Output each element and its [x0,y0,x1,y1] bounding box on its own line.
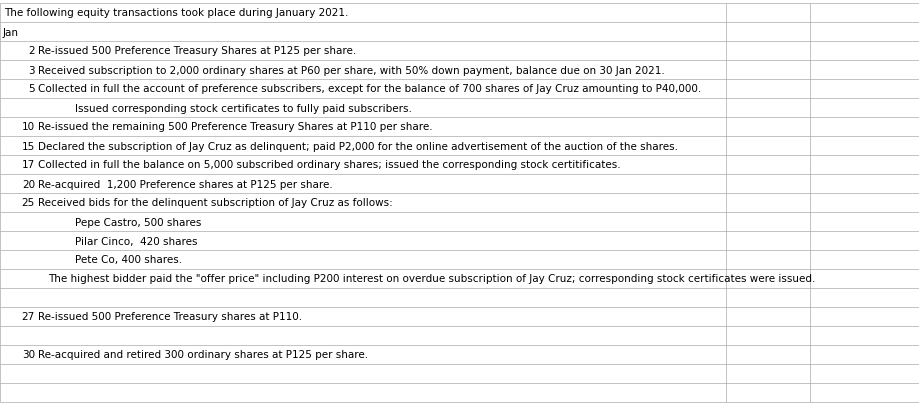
Text: 3: 3 [28,65,35,75]
Text: Re-issued the remaining 500 Preference Treasury Shares at P110 per share.: Re-issued the remaining 500 Preference T… [38,122,433,132]
Text: Re-acquired and retired 300 ordinary shares at P125 per share.: Re-acquired and retired 300 ordinary sha… [38,350,369,360]
Text: Declared the subscription of Jay Cruz as delinquent; paid P2,000 for the online : Declared the subscription of Jay Cruz as… [38,141,678,151]
Text: Pete Co, 400 shares.: Pete Co, 400 shares. [75,255,182,265]
Text: 2: 2 [28,46,35,56]
Text: 5: 5 [28,84,35,94]
Text: 25: 25 [22,198,35,208]
Text: Received subscription to 2,000 ordinary shares at P60 per share, with 50% down p: Received subscription to 2,000 ordinary … [38,65,664,75]
Text: Re-issued 500 Preference Treasury shares at P110.: Re-issued 500 Preference Treasury shares… [38,312,302,322]
Text: 17: 17 [22,160,35,170]
Text: Collected in full the account of preference subscribers, except for the balance : Collected in full the account of prefere… [38,84,701,94]
Text: Re-issued 500 Preference Treasury Shares at P125 per share.: Re-issued 500 Preference Treasury Shares… [38,46,357,56]
Text: 10: 10 [22,122,35,132]
Text: Issued corresponding stock certificates to fully paid subscribers.: Issued corresponding stock certificates … [75,103,412,113]
Text: The following equity transactions took place during January 2021.: The following equity transactions took p… [4,9,348,19]
Text: 15: 15 [22,141,35,151]
Text: Jan: Jan [3,27,19,38]
Text: 30: 30 [22,350,35,360]
Text: 27: 27 [22,312,35,322]
Text: Collected in full the balance on 5,000 subscribed ordinary shares; issued the co: Collected in full the balance on 5,000 s… [38,160,620,170]
Text: Pilar Cinco,  420 shares: Pilar Cinco, 420 shares [75,236,198,246]
Text: 20: 20 [22,179,35,189]
Text: The highest bidder paid the "offer price" including P200 interest on overdue sub: The highest bidder paid the "offer price… [48,274,815,284]
Text: Pepe Castro, 500 shares: Pepe Castro, 500 shares [75,217,201,227]
Text: Re-acquired  1,200 Preference shares at P125 per share.: Re-acquired 1,200 Preference shares at P… [38,179,333,189]
Text: Received bids for the delinquent subscription of Jay Cruz as follows:: Received bids for the delinquent subscri… [38,198,392,208]
